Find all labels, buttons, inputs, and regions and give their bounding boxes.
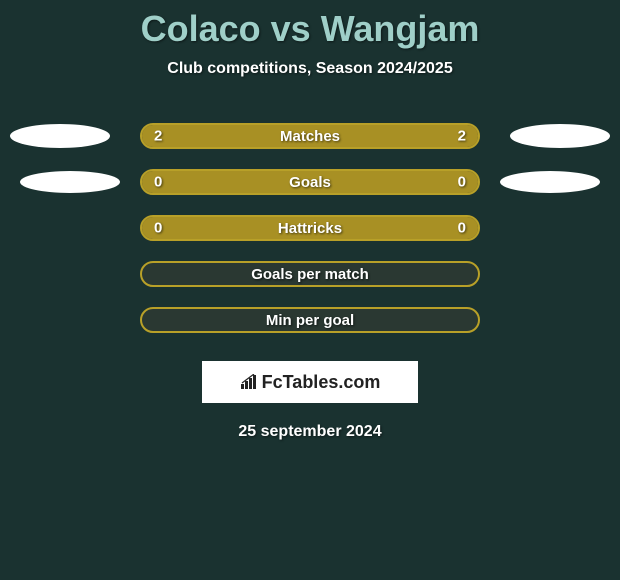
player-marker-left <box>10 124 110 148</box>
player-marker-left <box>20 171 120 193</box>
stat-label: Goals <box>289 174 331 191</box>
credit-text: FcTables.com <box>240 372 381 393</box>
stats-container: 2 Matches 2 0 Goals 0 0 Hattricks 0 Goals per mat… <box>0 113 620 343</box>
stat-value-right: 2 <box>458 128 466 145</box>
stat-label: Min per goal <box>266 312 354 329</box>
stat-label: Hattricks <box>278 220 342 237</box>
stat-value-right: 0 <box>458 174 466 191</box>
stat-label: Matches <box>280 128 340 145</box>
stat-row: Min per goal <box>0 297 620 343</box>
stat-value-left: 0 <box>154 220 162 237</box>
stat-bar: Min per goal <box>140 307 480 333</box>
player-marker-right <box>510 124 610 148</box>
player-marker-right <box>500 171 600 193</box>
stat-row: Goals per match <box>0 251 620 297</box>
credit-label: FcTables.com <box>262 372 381 393</box>
date-text: 25 september 2024 <box>0 423 620 441</box>
stat-label: Goals per match <box>251 266 369 283</box>
page-title: Colaco vs Wangjam <box>0 8 620 50</box>
credit-box: FcTables.com <box>202 361 418 403</box>
stat-row: 0 Hattricks 0 <box>0 205 620 251</box>
stat-bar: 0 Goals 0 <box>140 169 480 195</box>
stat-value-left: 0 <box>154 174 162 191</box>
chart-icon <box>240 374 260 390</box>
stat-bar: Goals per match <box>140 261 480 287</box>
stat-bar: 0 Hattricks 0 <box>140 215 480 241</box>
stat-value-right: 0 <box>458 220 466 237</box>
stat-value-left: 2 <box>154 128 162 145</box>
stat-row: 2 Matches 2 <box>0 113 620 159</box>
page-subtitle: Club competitions, Season 2024/2025 <box>0 60 620 78</box>
stat-bar: 2 Matches 2 <box>140 123 480 149</box>
stat-row: 0 Goals 0 <box>0 159 620 205</box>
